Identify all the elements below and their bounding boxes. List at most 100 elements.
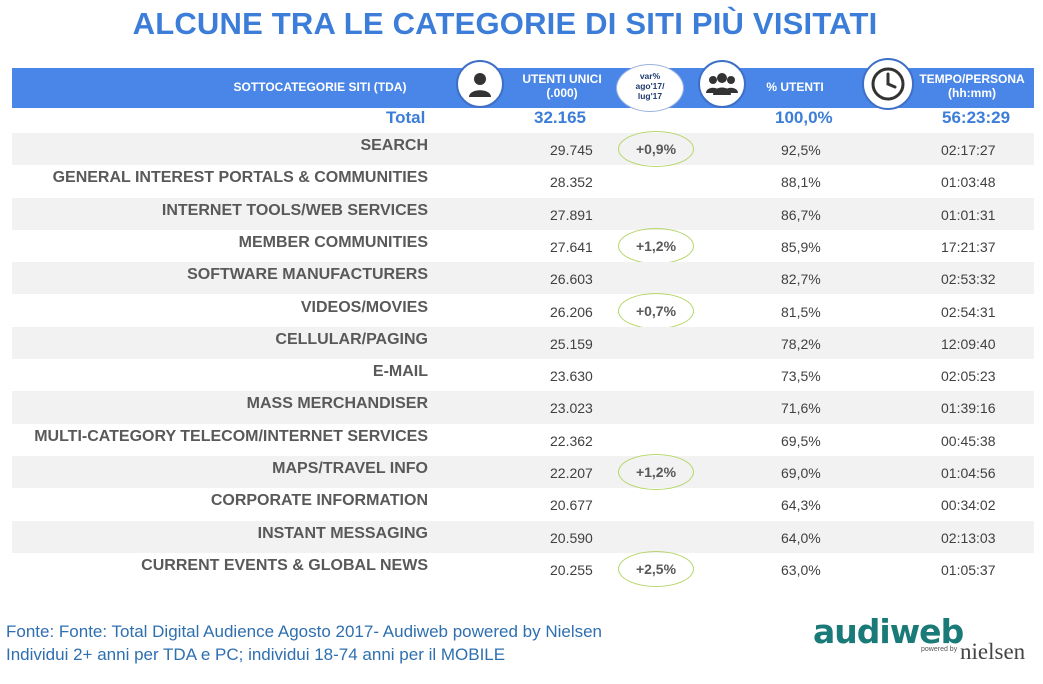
nielsen-logo: nielsen [960, 639, 1026, 664]
row-pct: 78,2% [781, 335, 821, 352]
row-time: 17:21:37 [941, 238, 996, 255]
header-users-line2: (.000) [546, 86, 578, 100]
page-title: ALCUNE TRA LE CATEGORIE DI SITI PIÙ VISI… [132, 6, 878, 41]
user-icon-circle [456, 60, 504, 108]
footer-source: Fonte: Fonte: Total Digital Audience Ago… [6, 622, 603, 641]
group-icon [706, 73, 738, 95]
header-var-line2: ago'17/ [635, 81, 665, 91]
table-row: MEMBER COMMUNITIES 27.641 85,9% 17:21:37 +1,… [12, 227, 1034, 264]
row-variation-badge: +1,2% [618, 454, 694, 490]
table-row: VIDEOS/MOVIES 26.206 81,5% 02:54:31 +0,7% [12, 292, 1034, 329]
table-row: E-MAIL 23.630 73,5% 02:05:23 [12, 359, 1034, 391]
row-category: CURRENT EVENTS & GLOBAL NEWS [141, 556, 428, 574]
row-time: 12:09:40 [941, 335, 996, 352]
row-variation-badge: +0,7% [618, 292, 694, 329]
row-pct: 64,0% [781, 529, 821, 546]
row-pct: 86,7% [781, 206, 821, 223]
header-var-line1: var% [639, 71, 661, 81]
header-category: SOTTOCATEGORIE SITI (TDA) [233, 80, 407, 94]
table-row: GENERAL INTEREST PORTALS & COMMUNITIES 28… [12, 165, 1034, 197]
row-category: INTERNET TOOLS/WEB SERVICES [161, 201, 428, 219]
row-category: MASS MERCHANDISER [246, 395, 428, 413]
row-time: 01:05:37 [941, 561, 996, 578]
header-time-line2: (hh:mm) [948, 86, 996, 100]
table-row: MASS MERCHANDISER 23.023 71,6% 01:39:16 [12, 391, 1034, 424]
row-time: 02:54:31 [941, 303, 996, 320]
row-users: 23.630 [550, 368, 593, 385]
row-pct: 64,3% [781, 497, 821, 514]
clock-icon-circle [862, 58, 914, 110]
row-pct: 69,0% [781, 465, 821, 481]
row-pct: 73,5% [781, 368, 821, 385]
user-icon [469, 73, 491, 97]
table-row: SEARCH 29.745 92,5% 02:17:27 +0,9% [12, 131, 1034, 167]
powered-by-text: powered by [921, 646, 958, 653]
table-row: INSTANT MESSAGING 20.590 64,0% 02:13:03 [12, 520, 1034, 553]
row-time: 01:39:16 [941, 400, 996, 417]
header-time: TEMPO/PERSONA (hh:mm) [912, 72, 1032, 100]
row-variation-badge: +1,2% [618, 227, 694, 264]
row-users: 23.023 [550, 400, 593, 417]
row-category: MAPS/TRAVEL INFO [272, 460, 428, 477]
row-users: 22.207 [550, 465, 593, 481]
row-variation-badge: +2,5% [618, 550, 694, 587]
total-pct: 100,0% [775, 108, 833, 127]
table-row: MULTI-CATEGORY TELECOM/INTERNET SERVICES… [12, 424, 1034, 456]
row-time: 02:17:27 [941, 142, 996, 158]
row-pct: 81,5% [781, 303, 821, 320]
header-time-line1: TEMPO/PERSONA [919, 72, 1025, 86]
row-users: 27.891 [550, 206, 593, 223]
row-pct: 82,7% [781, 271, 821, 288]
footer-note: Individui 2+ anni per TDA e PC; individu… [6, 645, 506, 664]
row-category: INSTANT MESSAGING [257, 524, 428, 542]
row-users: 20.677 [550, 497, 593, 514]
row-pct: 63,0% [781, 561, 821, 578]
row-pct: 69,5% [781, 432, 821, 449]
row-users: 25.159 [550, 335, 593, 352]
table-row: INTERNET TOOLS/WEB SERVICES 27.891 86,7% 01… [12, 197, 1034, 230]
row-pct: 71,6% [781, 400, 821, 417]
row-category: CELLULAR/PAGING [275, 330, 428, 348]
clock-icon [871, 67, 905, 101]
row-category: GENERAL INTEREST PORTALS & COMMUNITIES [52, 169, 428, 187]
row-time: 00:34:02 [941, 497, 996, 514]
table-row: MAPS/TRAVEL INFO 22.207 69,0% 01:04:56 +1,2% [12, 454, 1034, 490]
total-time: 56:23:29 [942, 108, 1011, 127]
row-users: 28.352 [550, 174, 593, 191]
row-users: 26.603 [550, 271, 593, 288]
row-time: 01:03:48 [941, 174, 996, 191]
header-users-line1: UTENTI UNICI [522, 72, 602, 86]
row-users: 29.745 [550, 142, 593, 158]
table-row: CORPORATE INFORMATION 20.677 64,3% 00:34:02 [12, 488, 1034, 520]
row-pct: 92,5% [781, 142, 821, 158]
table-row: CELLULAR/PAGING 25.159 78,2% 12:09:40 [12, 326, 1034, 360]
row-category: VIDEOS/MOVIES [300, 298, 428, 316]
audiweb-logo: audiweb [813, 612, 964, 651]
total-label: Total [386, 108, 426, 127]
header-var: var% ago'17/ lug'17 [616, 71, 684, 101]
row-variation-badge: +0,9% [618, 131, 694, 167]
row-time: 01:01:31 [941, 206, 996, 223]
row-users: 22.362 [550, 432, 593, 449]
row-category: MEMBER COMMUNITIES [238, 233, 428, 251]
total-users: 32.165 [534, 108, 586, 127]
header-var-oval [616, 64, 684, 112]
header-users: UTENTI UNICI (.000) [512, 72, 612, 100]
row-time: 02:13:03 [941, 529, 996, 546]
table-row: CURRENT EVENTS & GLOBAL NEWS 20.255 63,0% 0… [12, 550, 1034, 587]
row-category: SOFTWARE MANUFACTURERS [187, 266, 428, 284]
row-time: 01:04:56 [941, 465, 996, 481]
row-users: 27.641 [550, 238, 593, 255]
row-time: 00:45:38 [941, 432, 996, 449]
group-icon-circle [698, 60, 746, 108]
row-users: 20.255 [550, 561, 593, 578]
row-category: CORPORATE INFORMATION [210, 492, 428, 510]
row-pct: 88,1% [781, 174, 821, 191]
table-row: SOFTWARE MANUFACTURERS 26.603 82,7% 02:53:3… [12, 262, 1034, 295]
row-time: 02:53:32 [941, 271, 996, 288]
row-category: E-MAIL [372, 363, 428, 381]
row-category: MULTI-CATEGORY TELECOM/INTERNET SERVICES [34, 427, 428, 445]
row-users: 26.206 [550, 303, 593, 320]
header-pct: % UTENTI [766, 80, 824, 94]
row-pct: 85,9% [781, 238, 821, 255]
